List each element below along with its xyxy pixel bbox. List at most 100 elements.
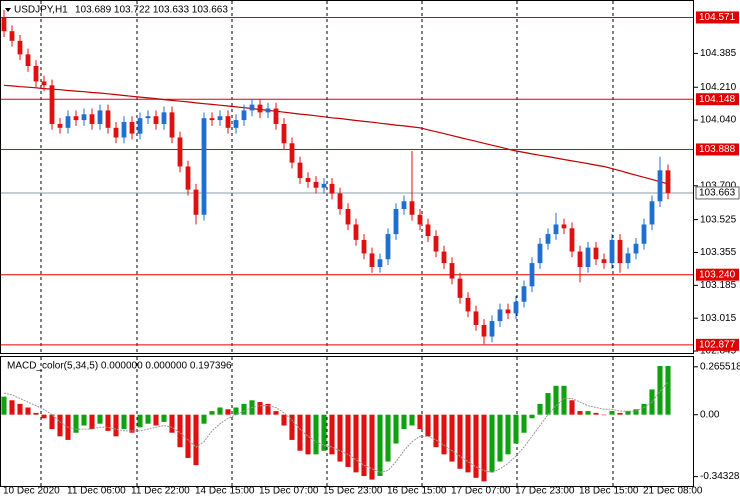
y-tick-label: 104.040 [700,115,737,126]
candle-body [177,137,183,167]
x-tick-label: 10 Dec 2020 [3,486,60,497]
candle-body [113,127,119,138]
x-tick-label: 11 Dec 06:00 [67,486,126,497]
candle-body [233,120,239,128]
macd-bar [473,414,479,478]
macd-bar [441,414,447,455]
menu-arrow [5,8,11,12]
macd-bar [121,414,127,430]
macd-bar [385,414,391,462]
macd-bar [401,414,407,430]
macd-bar [425,414,431,437]
candle-body [121,122,127,138]
macd-bar [105,414,111,431]
candle-body [489,321,495,337]
macd-bar [641,403,647,415]
y-tick-label: 104.385 [700,48,737,59]
macd-bar [97,414,103,424]
candle-body [97,110,103,124]
x-tick-label: 17 Dec 23:00 [515,486,575,497]
macd-bar [1,396,7,415]
macd-bar [297,414,303,451]
macd-bar [225,409,231,415]
macd-bar [505,414,511,455]
macd-bar [585,411,591,415]
macd-bar [177,414,183,448]
x-tick-label: 14 Dec 15:00 [195,486,255,497]
macd-bar [145,414,151,424]
candle-body [217,116,223,121]
macd-bar [553,385,559,415]
current-price-box [695,186,740,200]
y-tick-label: 103.700 [700,180,737,191]
candle-body [169,112,175,138]
candle-body [473,311,479,325]
macd-bar [281,414,287,426]
macd-bar [113,414,119,437]
macd-bar [433,414,439,448]
current-price-label: 103.663 [699,188,736,199]
candle-body [625,253,631,264]
symbol-title: USDJPY,H1 [14,5,68,16]
y-tick-label: 103.525 [700,214,737,225]
macd-bar [465,414,471,473]
macd-bar [609,411,615,415]
macd-bar [329,414,335,455]
level-label: 103.888 [699,144,736,155]
macd-bar [257,402,263,415]
candle-body [433,236,439,252]
y-tick-label: -0.343288 [700,471,740,482]
macd-bar [233,407,239,415]
candle-body [401,201,407,209]
candle-body [185,166,191,190]
macd-bar [409,414,415,426]
signal-line [3,381,669,473]
candle-body [305,178,311,182]
candle-body [593,247,599,260]
macd-bar [73,414,79,433]
macd-bar [417,414,423,430]
macd-bar [137,414,143,428]
macd-bar [305,414,311,455]
candle-body [441,251,447,264]
y-tick-label: 102.845 [700,346,737,357]
candle-body [81,114,87,121]
candle-body [425,224,431,237]
candle-body [553,224,559,235]
macd-bar [345,414,351,467]
macd-bar [33,412,39,415]
macd-bar [81,414,87,426]
macd-bar [569,400,575,415]
y-tick-label: 103.355 [700,247,737,258]
candle-body [465,297,471,312]
candle-body [41,81,47,86]
candle-body [385,234,391,260]
candle-body [273,108,279,124]
macd-bar [337,414,343,462]
macd-bar [617,412,623,415]
macd-bar [361,414,367,476]
macd-bar [665,366,671,415]
candle-body [297,162,303,179]
macd-bar [625,411,631,415]
x-tick-label: 11 Dec 22:00 [131,486,190,497]
level-label: 104.571 [699,12,736,23]
candle-body [57,123,63,128]
candle-body [49,85,55,124]
candle-body [649,201,655,225]
candle-body [577,251,583,267]
macd-bar [601,414,607,416]
candle-body [73,116,79,121]
level-label-box [696,143,739,156]
candle-body [105,110,111,128]
candle-body [209,118,215,121]
candle-body [89,114,95,124]
macd-bar [193,414,199,466]
candle-body [521,286,527,302]
candle-body [417,214,423,225]
y-tick-label: 103.015 [700,313,737,324]
macd-bar [9,400,15,415]
macd-bar [529,414,535,419]
level-label: 102.877 [699,339,736,350]
candle-body [449,263,455,279]
